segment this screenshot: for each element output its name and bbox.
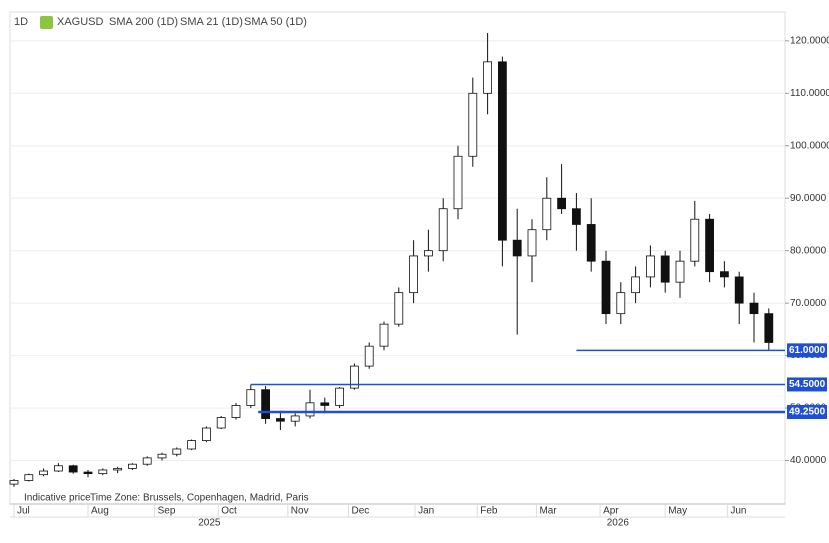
candle-body — [246, 389, 256, 406]
candle-body — [646, 255, 655, 278]
candle-body — [616, 292, 626, 315]
candle-body — [483, 61, 493, 94]
x-tick-label: Apr — [603, 506, 619, 517]
candle-body — [734, 276, 744, 304]
candle-body — [98, 469, 108, 475]
indicator: SMA 50 (1D) — [244, 16, 307, 28]
candle-body — [394, 292, 404, 325]
candle-body — [39, 470, 48, 476]
candle-body — [379, 323, 389, 347]
candle-body — [54, 465, 63, 472]
candle-body — [24, 474, 34, 481]
x-tick-label: Jan — [418, 506, 434, 517]
footer-note: Time Zone: Brussels, Copenhagen, Madrid,… — [90, 493, 309, 504]
candle-body — [231, 405, 241, 418]
candle-body — [690, 218, 700, 262]
candle-body — [586, 224, 596, 262]
x-tick-label: Nov — [291, 506, 309, 517]
candle-body — [9, 480, 19, 485]
candle-body — [335, 387, 345, 406]
level-badge — [787, 377, 827, 392]
candle-body — [201, 427, 211, 441]
candle-body — [631, 276, 640, 294]
candle-body — [216, 417, 226, 429]
x-tick-label: Sep — [158, 506, 176, 517]
y-tick-label: 110.0000 — [790, 88, 829, 99]
candle-body — [83, 471, 93, 475]
x-tick-label: Aug — [91, 506, 109, 517]
candle-body — [113, 467, 122, 471]
candle-body — [542, 197, 552, 231]
candle-body — [764, 313, 774, 343]
candle-body — [275, 418, 285, 422]
x-tick-label: Jun — [730, 506, 746, 517]
candle-body — [572, 208, 581, 225]
y-tick-label: 70.0000 — [790, 298, 827, 309]
candle-body — [305, 402, 315, 417]
candle-body — [172, 448, 182, 455]
y-tick-label: 80.0000 — [790, 245, 827, 256]
candle-body — [557, 197, 566, 210]
symbol-icon — [40, 16, 53, 29]
level-label: 49.2500 — [789, 407, 826, 418]
candle-body — [468, 92, 478, 157]
candle-body — [675, 260, 685, 283]
symbol: XAGUSD — [57, 16, 104, 28]
footer-note: Indicative price — [24, 493, 91, 504]
x-tick-label: Mar — [539, 506, 557, 517]
level-badge — [787, 405, 827, 419]
candle-body — [364, 345, 374, 367]
candle-body — [601, 260, 611, 315]
candle-body — [320, 402, 330, 406]
candle-body — [527, 229, 537, 257]
candle-body — [142, 457, 152, 465]
y-tick-label: 100.0000 — [790, 140, 829, 151]
y-tick-label: 40.0000 — [790, 455, 827, 466]
level-label: 61.0000 — [789, 345, 826, 356]
candle-body — [720, 271, 729, 278]
x-tick-label: Jul — [17, 506, 30, 517]
candle-body — [157, 453, 167, 459]
candle-body — [438, 208, 448, 252]
candle-body — [127, 463, 137, 469]
candle-body — [68, 465, 78, 473]
candle-body — [261, 389, 271, 419]
candle-body — [749, 302, 759, 315]
interval: 1D — [14, 16, 28, 28]
candle-body — [409, 255, 419, 294]
level-label: 54.5000 — [789, 379, 826, 390]
x-tick-label: May — [668, 506, 687, 517]
x-tick-label: Dec — [351, 506, 369, 517]
candle-body — [349, 365, 359, 389]
candle-body — [290, 415, 300, 422]
x-tick-label: Oct — [221, 506, 237, 517]
y-tick-label: 90.0000 — [790, 193, 827, 204]
year-label: 2026 — [607, 518, 630, 529]
year-label: 2025 — [198, 518, 221, 529]
candle-body — [660, 255, 670, 283]
candle-body — [705, 218, 714, 273]
candle-body — [187, 440, 197, 450]
x-tick-label: Feb — [480, 506, 498, 517]
level-badge — [787, 343, 827, 358]
indicator: SMA 200 (1D) — [109, 16, 178, 28]
candle-body — [497, 61, 507, 241]
candle-body — [423, 250, 433, 257]
y-tick-label: 120.0000 — [790, 35, 829, 46]
indicator: SMA 21 (1D) — [180, 16, 243, 28]
candle-body — [512, 239, 522, 257]
candle-body — [453, 155, 463, 210]
